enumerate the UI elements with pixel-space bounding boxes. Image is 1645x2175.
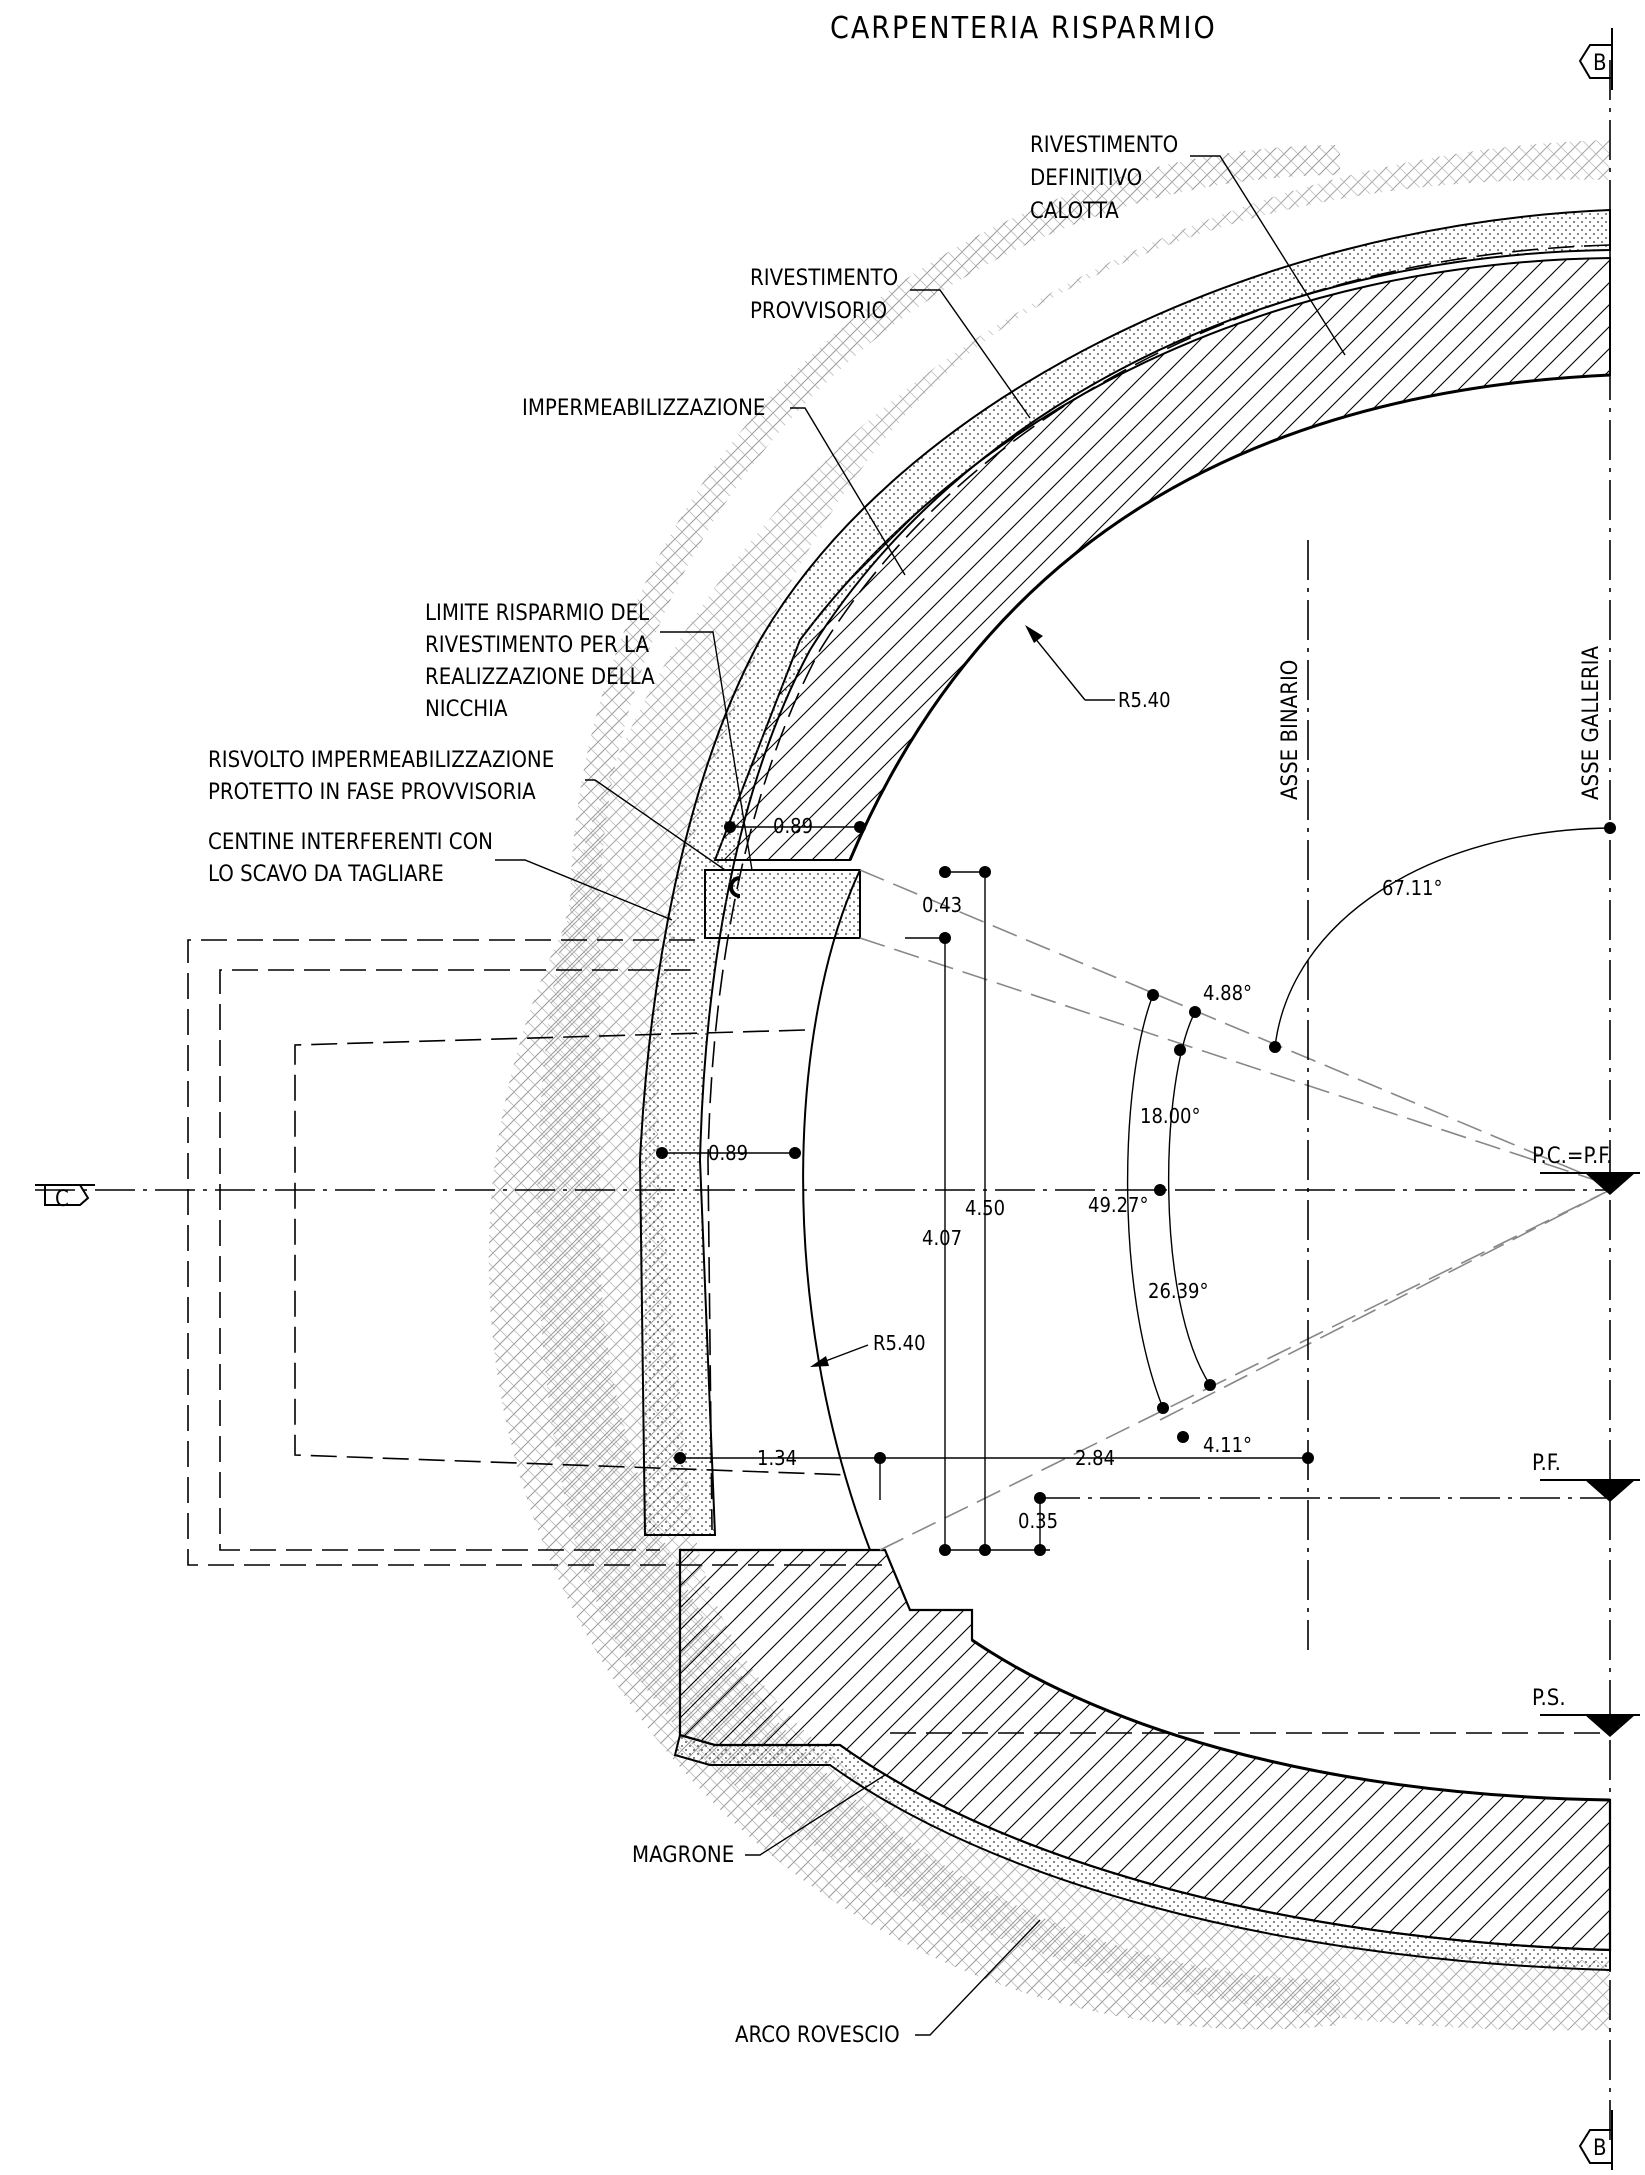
label-pc-pf: P.C.=P.F. xyxy=(1532,1144,1612,1169)
svg-text:C: C xyxy=(55,1187,69,1212)
intrados-invert xyxy=(971,1638,1611,1802)
intrados-crown xyxy=(848,373,1611,861)
angle-arc-inner xyxy=(1168,1011,1211,1386)
leader-limite xyxy=(660,631,753,871)
niche-outline-small xyxy=(294,1029,851,1476)
provisional-lining xyxy=(638,208,1611,1536)
angle-arc-6711 xyxy=(1274,827,1611,1048)
angle-6711: 67.11° xyxy=(1382,876,1443,900)
label-arco-rovescio: ARCO ROVESCIO xyxy=(735,2023,900,2048)
dim-043: 0.43 xyxy=(922,893,962,917)
leader-magrone xyxy=(745,1774,886,1856)
niche-outline-outer xyxy=(187,939,885,1566)
label-pf: P.F. xyxy=(1532,1451,1561,1476)
svg-text:B: B xyxy=(1593,2136,1607,2161)
dim-r540-top: R5.40 xyxy=(1118,688,1171,712)
label-rivestimento-definitivo: RIVESTIMENTO DEFINITIVO CALOTTA xyxy=(1030,133,1184,224)
level-marker-ps xyxy=(1585,1715,1635,1737)
label-rivestimento-provvisorio: RIVESTIMENTO PROVVISORIO xyxy=(750,266,904,324)
dim-407: 4.07 xyxy=(922,1226,962,1250)
dim-035: 0.35 xyxy=(1018,1509,1058,1533)
label-limite-risparmio: LIMITE RISPARMIO DEL RIVESTIMENTO PER LA… xyxy=(425,601,661,722)
intrados-niche-arc xyxy=(802,869,871,1551)
level-marker-pf xyxy=(1585,1480,1635,1502)
angle-1800: 18.00° xyxy=(1140,1104,1201,1128)
angle-4927: 49.27° xyxy=(1088,1193,1149,1217)
dim-089-top: 0.89 xyxy=(773,814,813,838)
angle-arc-4927 xyxy=(1126,994,1164,1409)
section-mark-bottom: B xyxy=(1578,2110,1613,2170)
drawing-title: CARPENTERIA RISPARMIO xyxy=(830,11,1217,46)
level-marker-pc xyxy=(1585,1173,1635,1195)
leader-provvisorio xyxy=(910,289,1031,419)
dim-134: 1.34 xyxy=(757,1446,797,1470)
section-mark-top: B xyxy=(1578,28,1613,90)
leader-centine xyxy=(495,859,673,921)
ray-2 xyxy=(859,937,1611,1186)
waterproofing-line xyxy=(707,244,1611,1531)
leader-risvolto xyxy=(585,779,726,871)
leader-imperm xyxy=(790,407,906,576)
leader-definitivo xyxy=(1190,155,1346,356)
dim-450: 4.50 xyxy=(965,1196,1005,1220)
label-magrone: MAGRONE xyxy=(632,1843,734,1868)
dim-089-mid: 0.89 xyxy=(708,1141,748,1165)
dim-284: 2.84 xyxy=(1075,1446,1115,1470)
leader-arco xyxy=(915,1919,1041,2036)
radius-arrow-top xyxy=(1029,631,1086,701)
label-impermeabilizzazione: IMPERMEABILIZZAZIONE xyxy=(522,396,765,421)
dim-r540-niche: R5.40 xyxy=(873,1331,926,1355)
svg-text:B: B xyxy=(1593,51,1607,76)
ray-3 xyxy=(879,1189,1611,1551)
waterproofing-fold-symbol xyxy=(729,876,741,898)
label-ps: P.S. xyxy=(1532,1686,1566,1711)
angle-411: 4.11° xyxy=(1203,1433,1252,1457)
angle-488: 4.88° xyxy=(1203,981,1252,1005)
angle-2639: 26.39° xyxy=(1148,1279,1209,1303)
section-mark-left: C xyxy=(35,1184,95,1212)
niche-outline-inner xyxy=(219,969,690,1551)
label-asse-galleria: ASSE GALLERIA xyxy=(1579,646,1604,800)
ray-1 xyxy=(859,869,1611,1186)
label-asse-binario: ASSE BINARIO xyxy=(1278,660,1303,800)
ray-4 xyxy=(1159,1189,1611,1421)
label-risvolto: RISVOLTO IMPERMEABILIZZAZIONE PROTETTO I… xyxy=(208,748,561,805)
label-centine: CENTINE INTERFERENTI CON LO SCAVO DA TAG… xyxy=(208,830,499,887)
